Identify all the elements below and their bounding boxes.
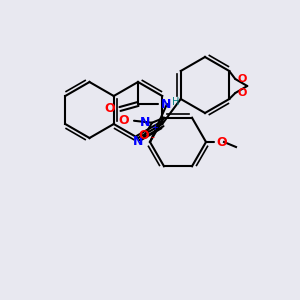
Text: O: O	[104, 103, 115, 116]
Text: -: -	[150, 132, 154, 142]
Text: H: H	[172, 97, 179, 107]
Text: O: O	[216, 136, 226, 148]
Text: N: N	[133, 135, 143, 148]
Text: O: O	[139, 129, 149, 142]
Text: O: O	[237, 88, 247, 98]
Text: O: O	[237, 74, 247, 84]
Text: +: +	[152, 123, 158, 132]
Text: N: N	[161, 98, 171, 110]
Text: O: O	[118, 114, 129, 127]
Text: N: N	[140, 116, 150, 129]
